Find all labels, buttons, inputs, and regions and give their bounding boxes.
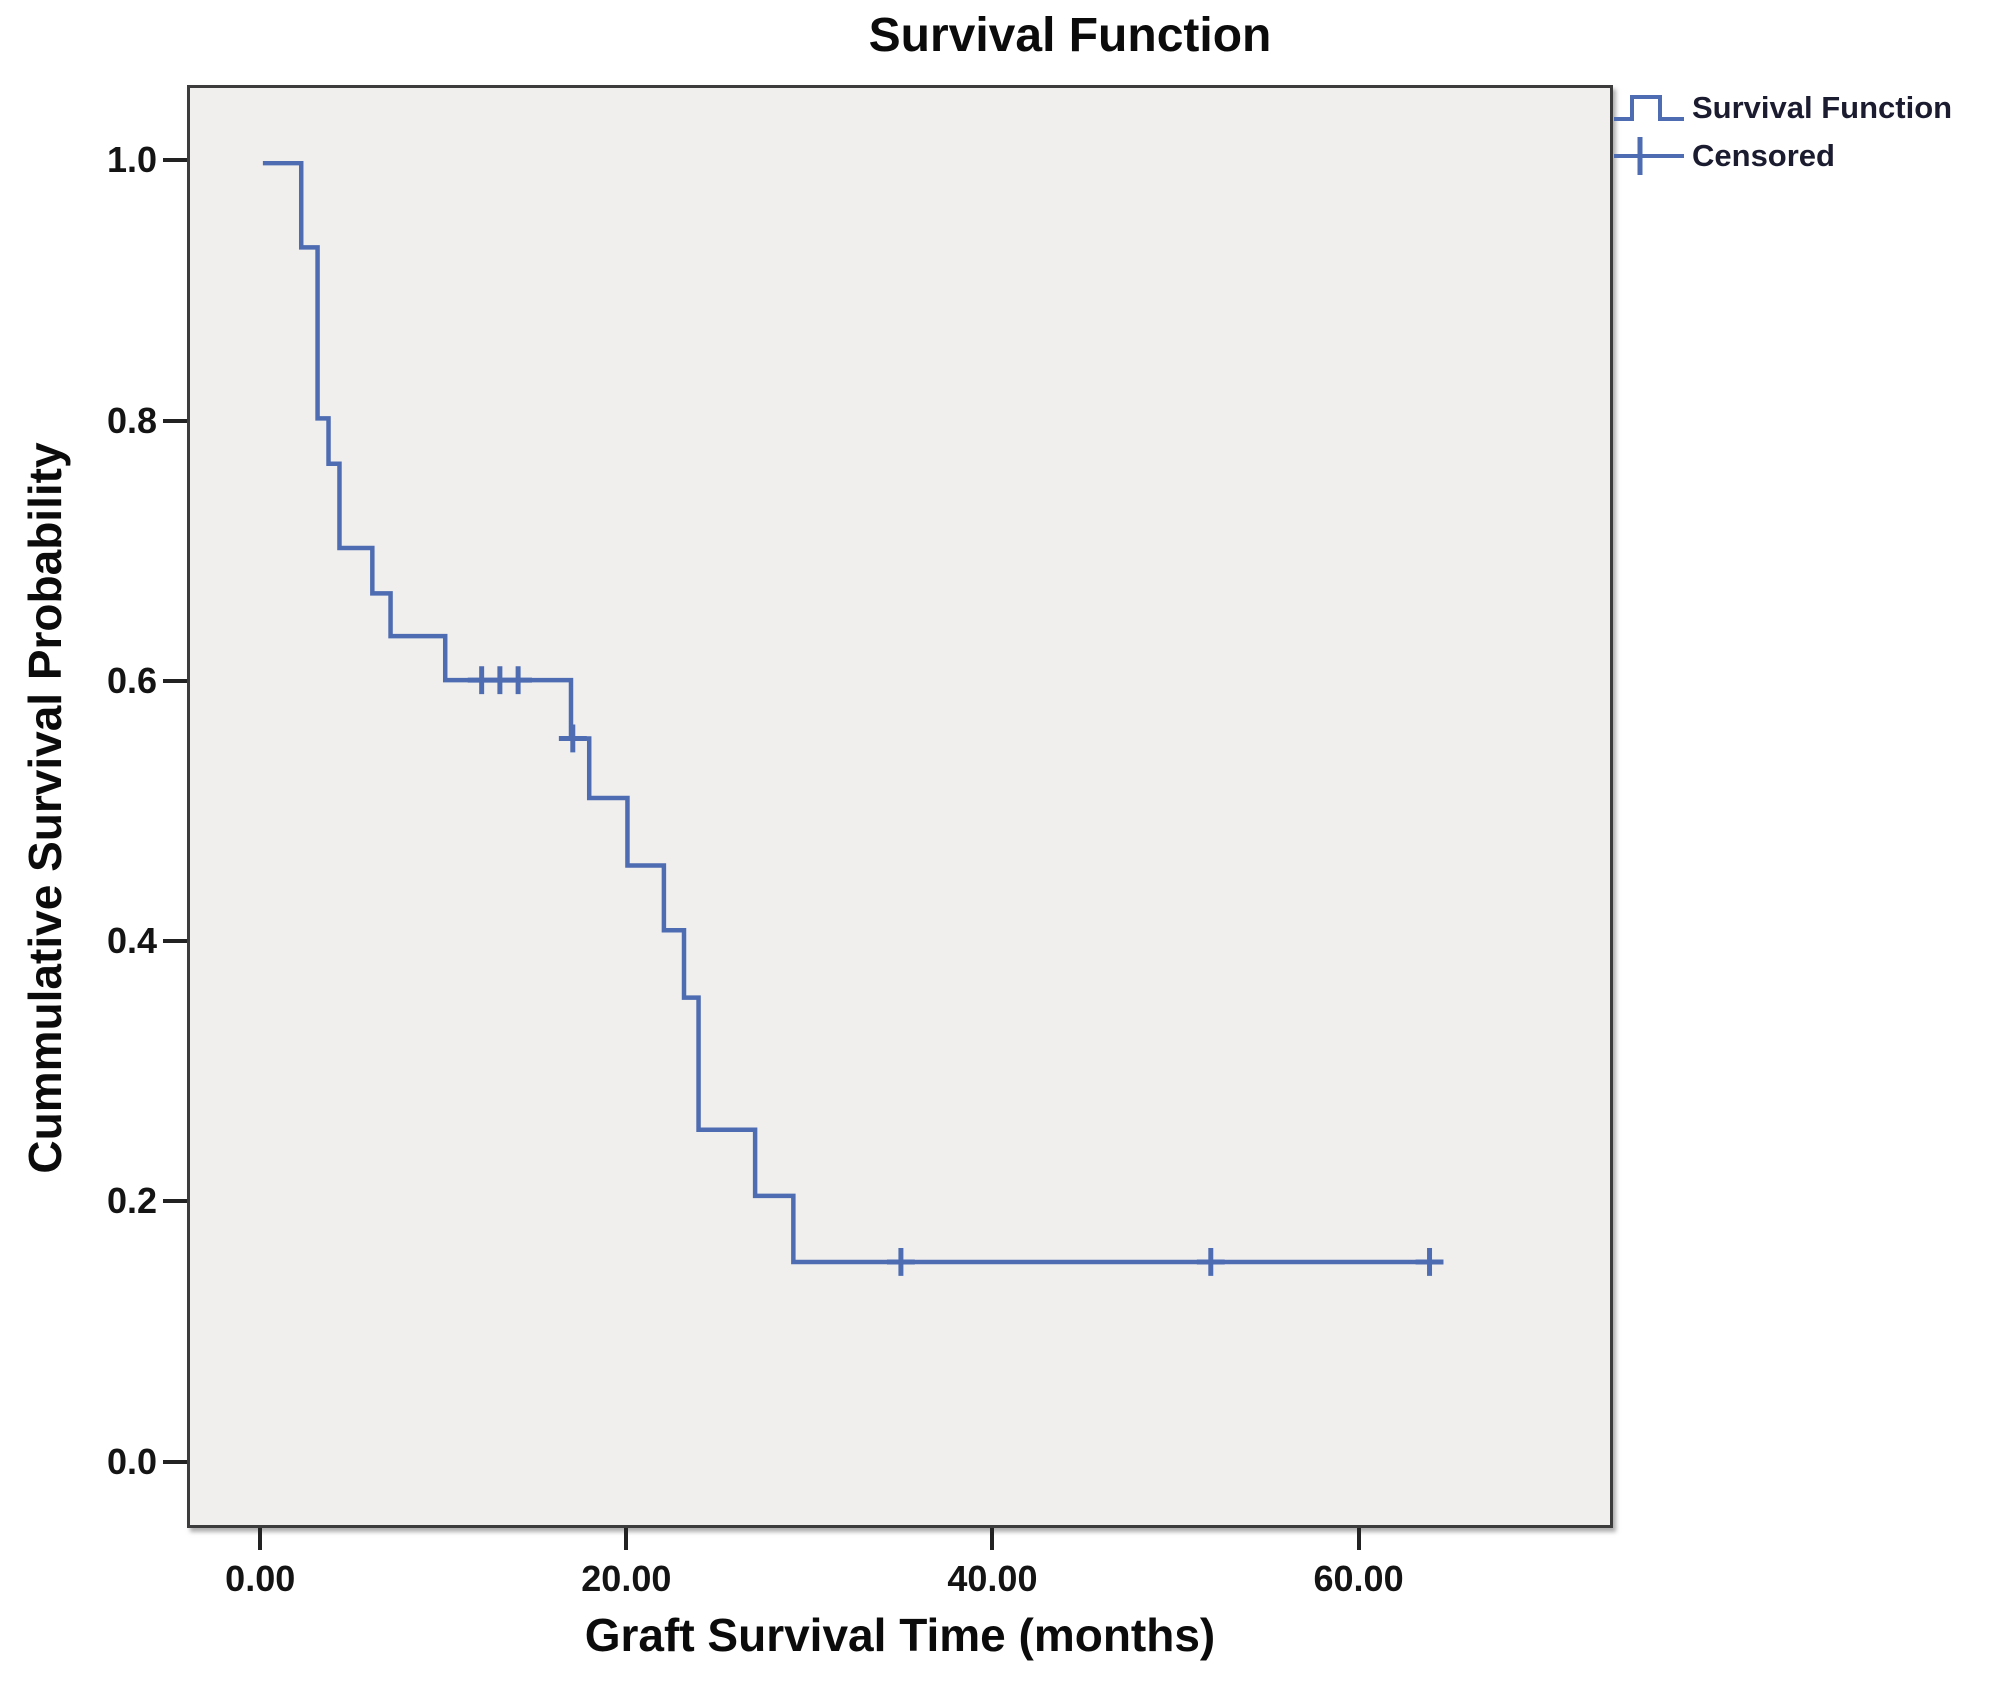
chart-title: Survival Function bbox=[868, 9, 1272, 62]
x-tick-label: 20.00 bbox=[581, 1558, 672, 1599]
y-axis-label: Cummulative Survival Probability bbox=[19, 442, 71, 1174]
legend: Survival Function Censored bbox=[1612, 84, 1952, 180]
y-tick-mark bbox=[163, 158, 187, 163]
x-tick-mark bbox=[990, 1528, 995, 1550]
y-tick-mark bbox=[163, 678, 187, 683]
legend-item-censored: Censored bbox=[1612, 132, 1952, 180]
x-tick-label: 60.00 bbox=[1313, 1558, 1404, 1599]
x-tick-label: 40.00 bbox=[947, 1558, 1038, 1599]
legend-label: Censored bbox=[1692, 138, 1835, 173]
x-tick-label: 0.00 bbox=[225, 1558, 296, 1599]
legend-item-survival-function: Survival Function bbox=[1612, 84, 1952, 132]
survival-curve-canvas bbox=[262, 160, 1444, 1276]
y-tick-mark bbox=[163, 1459, 187, 1464]
survival-step-curve bbox=[262, 160, 1436, 1265]
y-tick-label: 1.0 bbox=[106, 139, 157, 181]
y-tick-label: 0.6 bbox=[106, 659, 157, 701]
y-tick-label: 0.4 bbox=[106, 920, 157, 962]
plus-icon bbox=[1614, 137, 1684, 175]
y-tick-mark bbox=[163, 939, 187, 944]
x-tick-mark bbox=[624, 1528, 629, 1550]
y-tick-mark bbox=[163, 1199, 187, 1204]
x-tick-mark bbox=[258, 1528, 263, 1550]
y-tick-label: 0.2 bbox=[106, 1180, 157, 1222]
y-tick-label: 0.8 bbox=[106, 399, 157, 441]
censored-plus-markers bbox=[467, 666, 1444, 1276]
x-tick-mark bbox=[1356, 1528, 1361, 1550]
plot-area bbox=[187, 85, 1613, 1528]
legend-label: Survival Function bbox=[1692, 90, 1953, 125]
y-tick-label: 0.0 bbox=[106, 1440, 157, 1482]
step-line-icon bbox=[1614, 95, 1684, 121]
x-axis-label: Graft Survival Time (months) bbox=[584, 1609, 1216, 1661]
y-tick-mark bbox=[163, 418, 187, 423]
